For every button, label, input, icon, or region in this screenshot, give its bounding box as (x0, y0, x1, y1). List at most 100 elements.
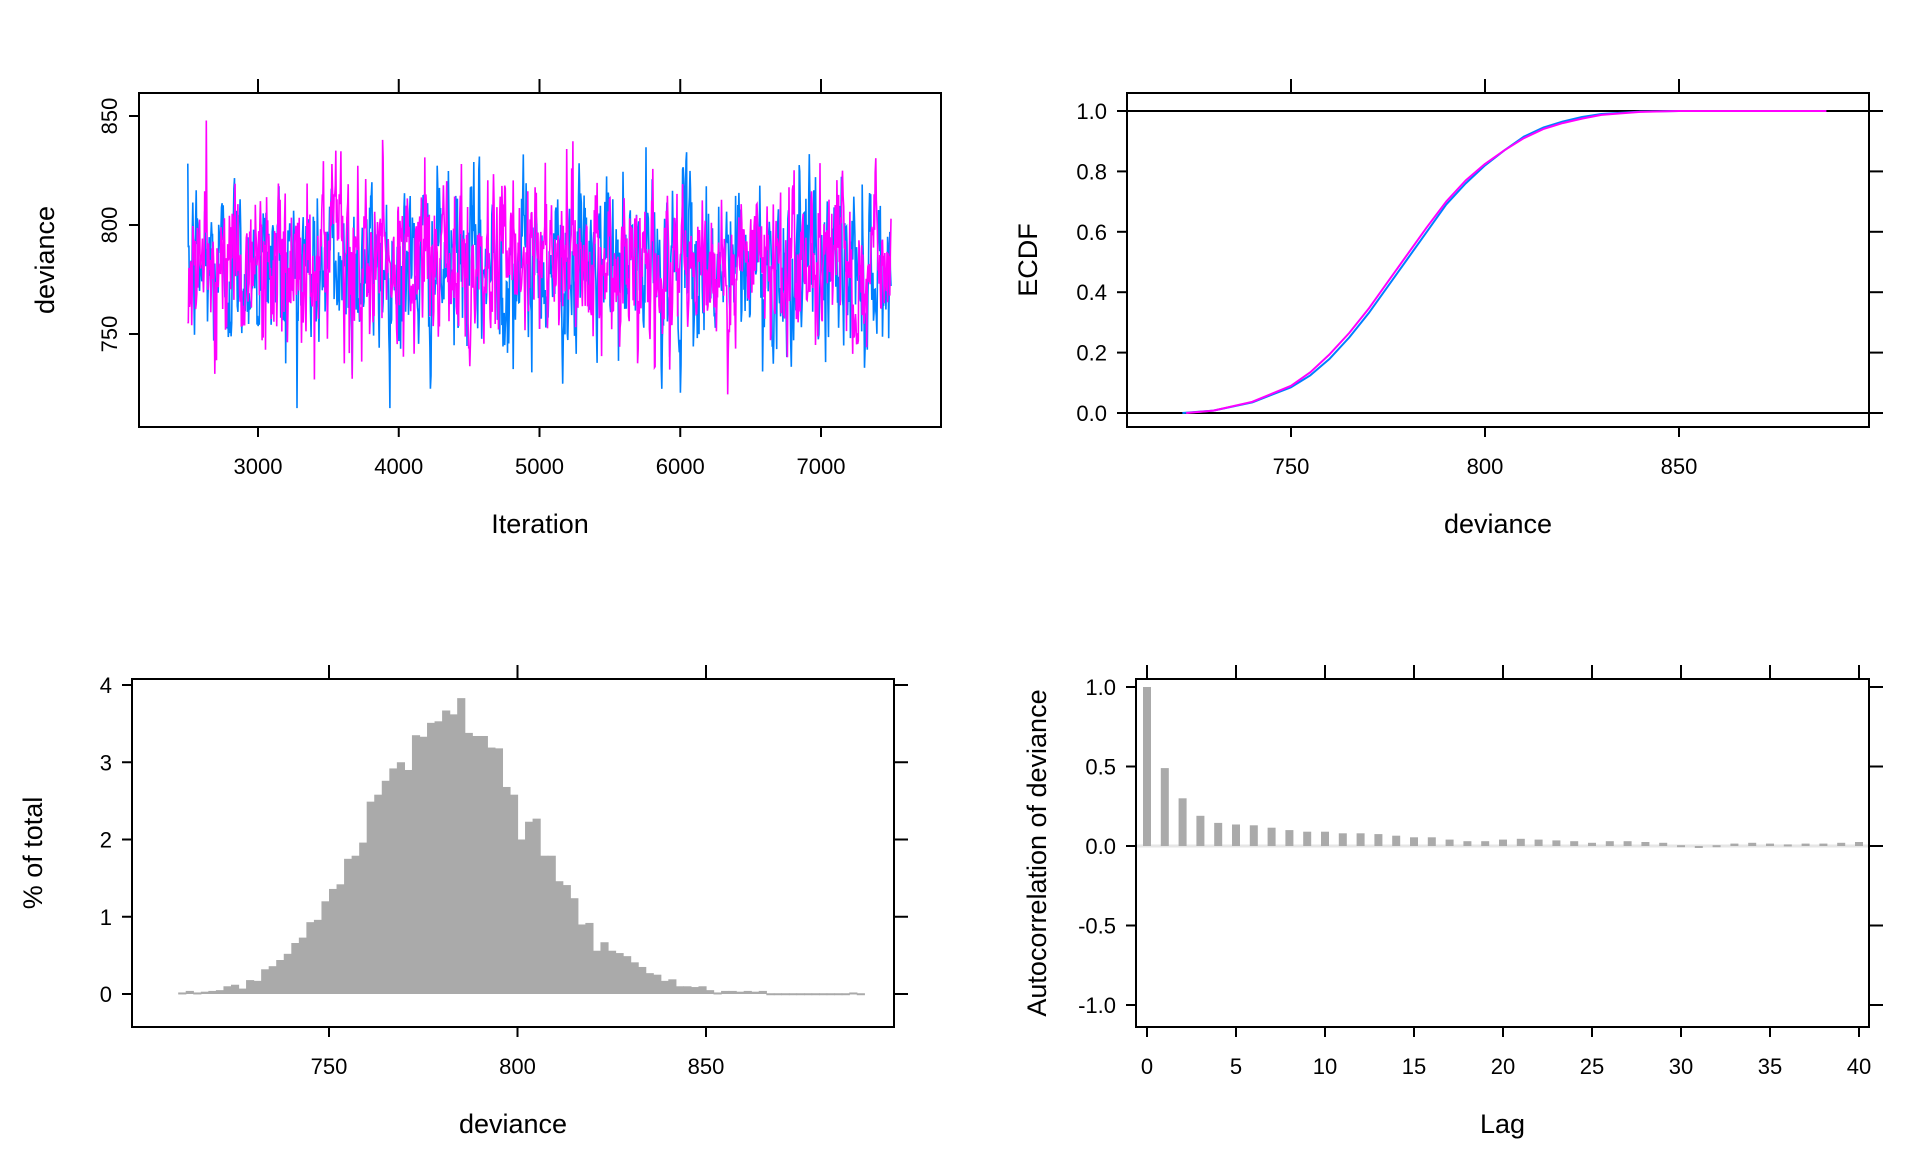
acf-bar (1356, 833, 1365, 846)
acf-bar (1285, 830, 1294, 846)
histogram-bar (698, 986, 707, 994)
histogram-bar (834, 993, 843, 996)
histogram-frame (131, 678, 895, 1028)
ecdf-line-chain-1 (1182, 110, 1680, 414)
ecdf-x-tick-label: 750 (1273, 454, 1310, 479)
acf-x-tick-label: 35 (1758, 1054, 1782, 1079)
acf-bar (1445, 839, 1454, 846)
histogram-bar (728, 990, 737, 994)
ecdf-line-chain-2 (1186, 110, 1827, 414)
trace-y-axis-title: deviance (30, 206, 60, 314)
trace-x-tick-label: 5000 (515, 454, 564, 479)
histogram-bar (472, 735, 481, 994)
acf-bar (1481, 841, 1490, 846)
histogram-bar (660, 980, 669, 994)
histogram-bar (246, 980, 255, 994)
histogram-bar (690, 987, 700, 994)
ecdf-y-tick-label: 0.4 (1076, 280, 1107, 305)
acf-bar (1783, 844, 1792, 847)
histogram-bar (449, 714, 458, 994)
histogram-bar (306, 922, 315, 994)
histogram-bar (607, 950, 617, 994)
acf-x-tick-label: 30 (1669, 1054, 1693, 1079)
acf-bar (1267, 827, 1276, 846)
histogram-y-tick-label: 1 (100, 905, 112, 930)
histogram-bar (849, 992, 858, 995)
acf-y-tick-label: 1.0 (1085, 675, 1116, 700)
histogram-bar (819, 993, 828, 996)
acf-bar (1588, 842, 1596, 846)
histogram-bar (781, 993, 790, 996)
ecdf-x-tick-label: 800 (1467, 454, 1504, 479)
acf-x-tick-label: 25 (1580, 1054, 1604, 1079)
histogram-bar (547, 855, 556, 994)
acf-x-axis-title: Lag (1480, 1109, 1525, 1139)
acf-bar (1766, 843, 1774, 846)
acf-bar (1143, 687, 1151, 846)
histogram-bar (630, 962, 639, 994)
histogram-bar (675, 986, 684, 994)
histogram-bar (743, 990, 752, 994)
autocorrelation-frame (1135, 678, 1870, 1028)
histogram-bar (509, 794, 519, 994)
histogram-bar (427, 722, 436, 994)
histogram-bar (766, 993, 775, 996)
histogram-bar (532, 818, 541, 994)
histogram-bar (276, 960, 285, 994)
acf-bar (1321, 831, 1329, 846)
histogram-bar (502, 786, 511, 994)
histogram-bar (758, 990, 767, 994)
histogram-bar (517, 839, 526, 994)
histogram-bar (344, 858, 353, 994)
histogram-bar (804, 993, 813, 996)
histogram-bar (457, 698, 466, 994)
histogram-bar (638, 966, 647, 994)
histogram-bar (329, 888, 338, 994)
histogram-bar (826, 993, 835, 996)
histogram-bar (321, 901, 330, 994)
histogram-bar (540, 855, 549, 994)
acf-bar (1392, 835, 1401, 846)
histogram-bar (223, 986, 232, 994)
acf-bar (1552, 840, 1561, 846)
acf-bar (1338, 833, 1347, 846)
histogram-bar (283, 953, 292, 994)
histogram-bar (788, 993, 798, 996)
histogram-bar (713, 992, 722, 995)
histogram-bar (773, 993, 782, 996)
acf-bar (1837, 842, 1846, 846)
histogram-bar (841, 993, 850, 996)
histogram-bar (366, 801, 375, 994)
acf-bar (1730, 843, 1739, 846)
ecdf-x-axis-title: deviance (1444, 509, 1552, 539)
acf-y-tick-label: 0.0 (1085, 834, 1116, 859)
ecdf-x-tick-label: 850 (1661, 454, 1698, 479)
histogram-bar (645, 973, 654, 994)
ecdf-y-tick-label: 0.0 (1076, 401, 1107, 426)
acf-bar (1819, 843, 1828, 846)
histogram-bar (683, 986, 692, 994)
histogram-x-tick-label: 750 (311, 1054, 348, 1079)
ecdf-y-tick-label: 0.8 (1076, 159, 1107, 184)
ecdf-plot-panel: 750 800 850 0.0 0.2 0.4 0.6 0.8 1.0 deviance ECD… (1013, 79, 1883, 539)
histogram-bar (592, 950, 602, 994)
histogram-bar (706, 990, 715, 994)
acf-y-tick-label: -0.5 (1078, 914, 1116, 939)
histogram-bar (479, 735, 488, 994)
histogram-bar (381, 780, 390, 994)
trace-y-tick-label: 800 (97, 207, 122, 244)
acf-bar (1801, 843, 1810, 846)
histogram-bar (577, 924, 586, 994)
histogram-bar (351, 855, 360, 994)
ecdf-y-axis-title: ECDF (1013, 223, 1043, 297)
ecdf-plot-frame (1126, 92, 1870, 428)
histogram-bar (359, 842, 368, 994)
acf-y-tick-label: 0.5 (1085, 755, 1116, 780)
histogram-bar (336, 884, 345, 994)
trace-x-tick-label: 3000 (234, 454, 283, 479)
histogram-bar (178, 992, 187, 995)
trace-line-chain-2 (187, 120, 892, 395)
histogram-y-tick-label: 0 (100, 982, 112, 1007)
acf-bar (1249, 825, 1258, 846)
